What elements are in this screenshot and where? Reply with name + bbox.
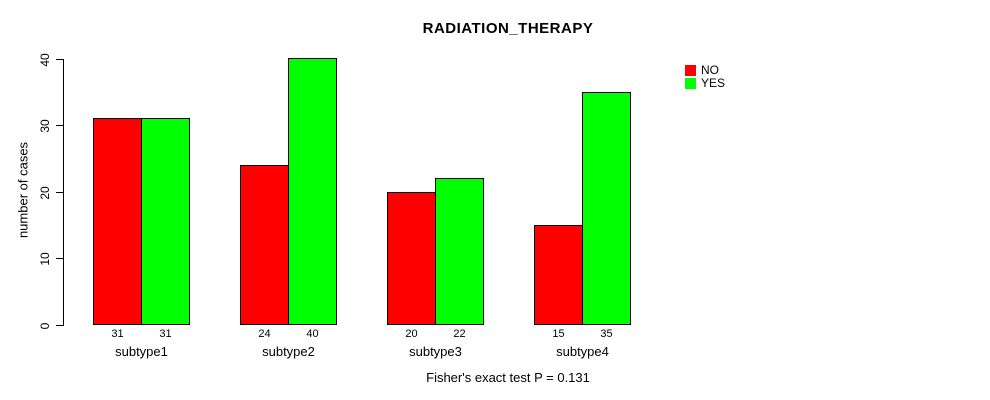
y-tick-label: 30 (38, 118, 52, 133)
y-tick (56, 258, 63, 259)
y-tick (56, 59, 63, 60)
legend-label: NO (701, 63, 719, 77)
y-tick (56, 325, 63, 326)
bar-no-subtype4 (534, 225, 583, 325)
bar-value-label: 22 (453, 328, 466, 340)
y-tick-label: 20 (38, 185, 52, 200)
legend-item-yes: YES (685, 77, 725, 89)
legend: NO YES (685, 64, 725, 90)
y-axis-line (63, 59, 64, 326)
bar-value-label: 31 (159, 328, 172, 340)
bar-value-label: 24 (258, 328, 271, 340)
legend-label: YES (701, 76, 726, 90)
category-label: subtype3 (409, 344, 462, 359)
bar-value-label: 15 (552, 328, 565, 340)
y-axis-title: number of cases (15, 141, 31, 239)
category-label: subtype4 (556, 344, 609, 359)
bar-value-label: 40 (306, 328, 319, 340)
bar-no-subtype2 (240, 165, 289, 325)
bar-yes-subtype2 (288, 58, 337, 325)
bar-yes-subtype1 (141, 118, 190, 325)
category-label: subtype2 (262, 344, 315, 359)
legend-item-no: NO (685, 64, 725, 76)
chart-title: RADIATION_THERAPY (422, 20, 594, 37)
y-tick-label: 0 (38, 322, 52, 329)
y-tick-label: 40 (38, 52, 52, 67)
y-tick-label: 10 (38, 251, 52, 266)
bar-value-label: 20 (405, 328, 418, 340)
y-tick (56, 125, 63, 126)
bar-value-label: 35 (600, 328, 613, 340)
legend-swatch-icon (685, 64, 696, 76)
legend-swatch-icon (685, 77, 696, 89)
bar-no-subtype1 (93, 118, 142, 325)
bar-value-label: 31 (111, 328, 124, 340)
bar-yes-subtype3 (435, 178, 484, 325)
annotation-text: Fisher's exact test P = 0.131 (426, 370, 590, 385)
bar-yes-subtype4 (582, 92, 631, 325)
bar-no-subtype3 (387, 192, 436, 325)
y-tick (56, 192, 63, 193)
category-label: subtype1 (115, 344, 168, 359)
